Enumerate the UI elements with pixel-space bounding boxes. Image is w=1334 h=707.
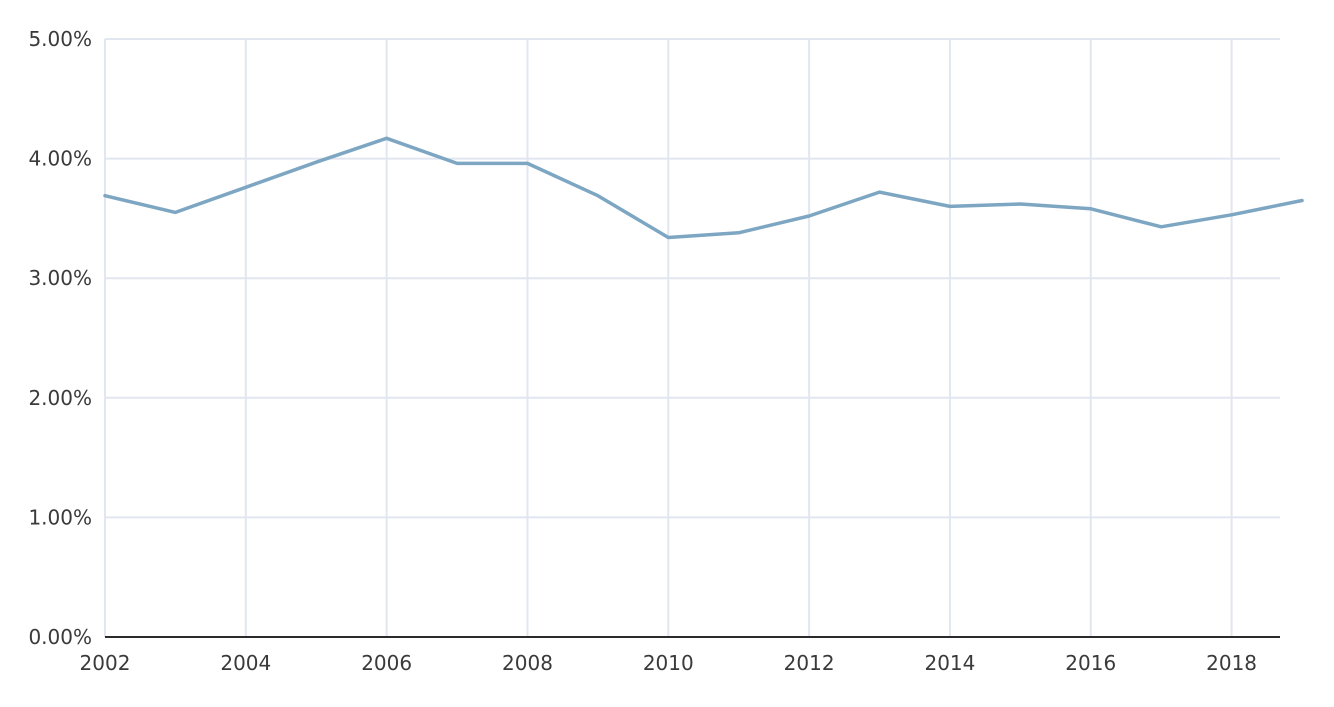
y-tick-label: 1.00% bbox=[28, 505, 92, 529]
series-layer bbox=[103, 136, 1304, 240]
y-tick-label: 5.00% bbox=[28, 27, 92, 51]
x-tick-label: 2008 bbox=[502, 651, 553, 675]
y-tick-label: 3.00% bbox=[28, 266, 92, 290]
y-tick-label: 4.00% bbox=[28, 147, 92, 171]
series-line bbox=[103, 136, 1304, 240]
x-tick-label: 2016 bbox=[1065, 651, 1116, 675]
x-tick-label: 2018 bbox=[1206, 651, 1257, 675]
grid bbox=[104, 38, 1280, 637]
x-tick-label: 2012 bbox=[784, 651, 835, 675]
y-tick-label: 2.00% bbox=[28, 386, 92, 410]
x-tick-label: 2002 bbox=[80, 651, 131, 675]
x-tick-label: 2010 bbox=[643, 651, 694, 675]
y-tick-label: 0.00% bbox=[28, 625, 92, 649]
tick-labels: 0.00% 1.00% 2.00% 3.00% 4.00% 5.00% 2002 2004 20… bbox=[28, 27, 1257, 675]
x-tick-label: 2014 bbox=[924, 651, 975, 675]
x-tick-label: 2006 bbox=[361, 651, 412, 675]
x-tick-label: 2004 bbox=[220, 651, 271, 675]
